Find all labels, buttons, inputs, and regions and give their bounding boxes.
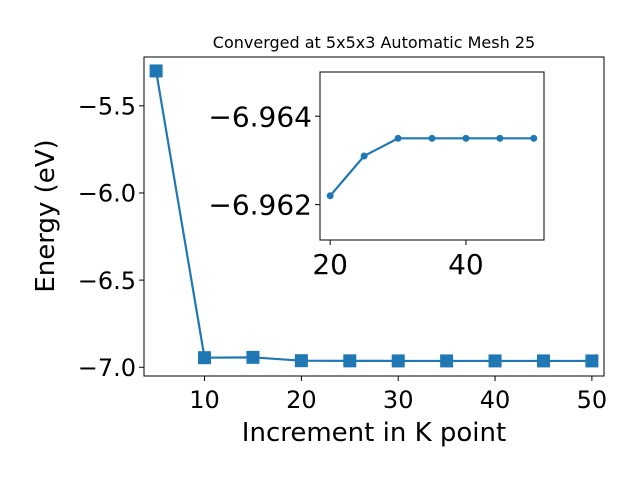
main-frame (143, 56, 605, 377)
inset-y-tick-label: −6.962 (208, 189, 312, 222)
main-y-tick-label: −6.5 (78, 267, 136, 295)
inset-y-tick-label: −6.964 (208, 100, 312, 133)
main-y-tick-label: −6.0 (78, 180, 136, 208)
main-x-tick-label: 50 (577, 386, 608, 414)
inset-frame (319, 71, 545, 241)
main-y-tick-label: −7.0 (78, 354, 136, 382)
main-x-tick-label: 40 (480, 386, 511, 414)
main-data-point (585, 354, 599, 368)
inset-data-point (496, 134, 504, 142)
main-data-point (440, 354, 454, 368)
y-axis-label: Energy (eV) (31, 139, 61, 292)
main-data-point (149, 64, 163, 78)
main-data-point (294, 354, 308, 368)
main-data-point (488, 354, 502, 368)
main-data-point (198, 351, 212, 365)
chart-title: Converged at 5x5x3 Automatic Mesh 25 (213, 33, 535, 52)
main-data-point (246, 350, 260, 364)
inset-plot: 20 40 −6.962 −6.964 (208, 71, 545, 281)
main-data-point (391, 354, 405, 368)
inset-x-tick-label: 20 (312, 248, 348, 281)
inset-data-point (394, 134, 402, 142)
inset-data-point (428, 134, 436, 142)
main-series-line (155, 70, 592, 363)
main-x-tick-label: 30 (383, 386, 414, 414)
inset-data-point (360, 152, 368, 160)
inset-x-tick-label: 40 (448, 248, 484, 281)
main-data-point (343, 354, 357, 368)
x-axis-label: Increment in K point (242, 418, 506, 448)
main-plot: 10 20 30 40 50 −7.0 −6.5 −6.0 −5.5 (78, 56, 608, 414)
main-y-tick-label: −5.5 (78, 92, 136, 120)
inset-data-point (530, 134, 538, 142)
main-data-point (536, 354, 550, 368)
inset-data-point (326, 192, 334, 200)
inset-data-point (462, 134, 470, 142)
main-x-tick-label: 20 (286, 386, 317, 414)
main-x-tick-label: 10 (189, 386, 220, 414)
